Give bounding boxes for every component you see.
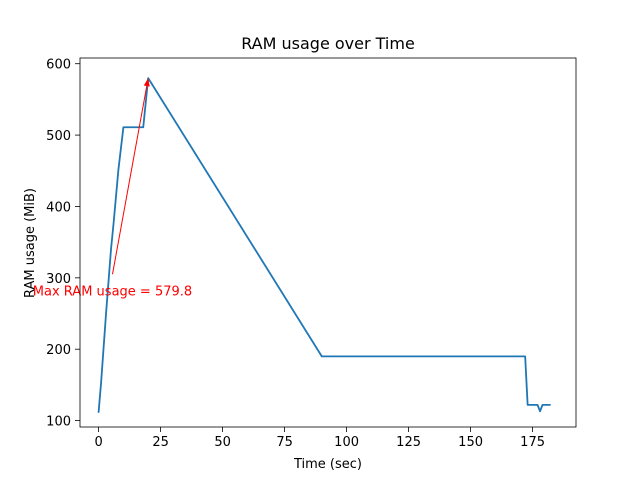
y-axis-title: RAM usage (MiB): [23, 188, 38, 298]
annotation-arrow-line: [111, 85, 148, 275]
x-tick-label: 175: [520, 435, 545, 450]
y-tick-label: 400: [46, 200, 71, 215]
x-tick-label: 150: [458, 435, 483, 450]
x-tick-label: 25: [152, 435, 169, 450]
y-tick-label: 100: [46, 415, 71, 430]
annotation-arrow-head-icon: [143, 78, 150, 87]
y-axis-ticks: 100 200 300 400 500 600: [46, 58, 80, 430]
x-tick-label: 50: [214, 435, 231, 450]
x-axis-title: Time (sec): [293, 457, 362, 472]
annotation-text: Max RAM usage = 579.8: [33, 285, 192, 300]
plot-frame: [79, 57, 577, 428]
ram-usage-line: [97, 77, 551, 413]
max-ram-annotation: Max RAM usage = 579.8: [33, 78, 192, 300]
x-tick-label: 75: [276, 435, 293, 450]
x-tick-label: 100: [334, 435, 359, 450]
chart-title: RAM usage over Time: [241, 34, 415, 53]
x-axis-ticks: 0 25 50 75 100 125 150 175: [94, 427, 545, 450]
y-tick-label: 200: [46, 343, 71, 358]
y-tick-label: 300: [46, 272, 71, 287]
y-tick-label: 500: [46, 129, 71, 144]
x-tick-label: 0: [94, 435, 102, 450]
y-tick-label: 600: [46, 58, 71, 73]
x-tick-label: 125: [396, 435, 421, 450]
